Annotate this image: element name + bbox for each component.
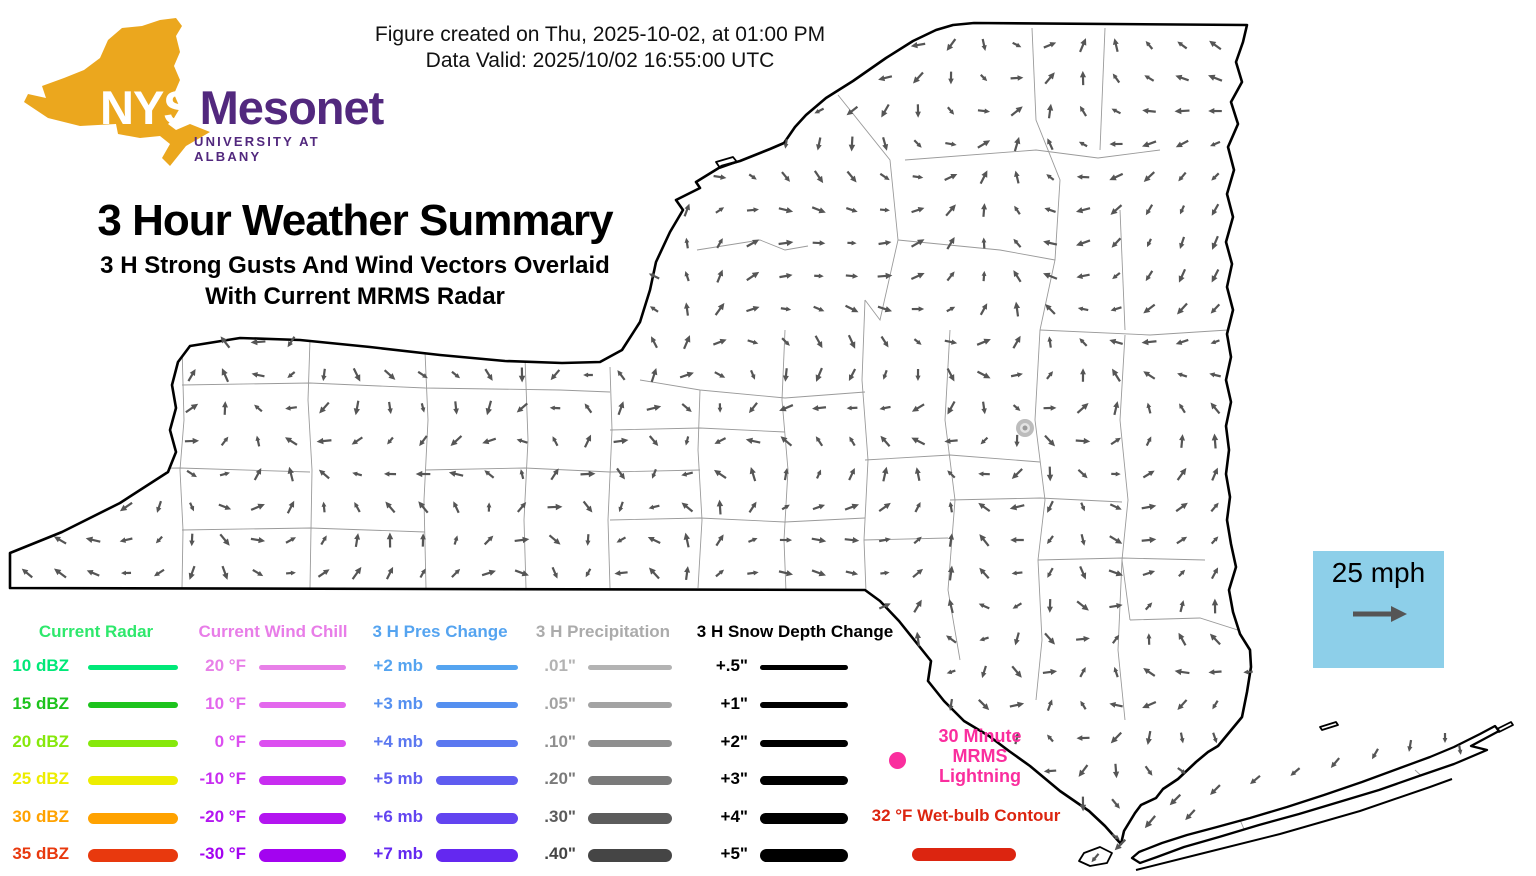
figure-created-text: Figure created on Thu, 2025-10-02, at 01…	[374, 23, 826, 46]
title-block: 3 Hour Weather Summary 3 H Strong Gusts …	[35, 196, 675, 312]
figure-header: Figure created on Thu, 2025-10-02, at 01…	[355, 22, 845, 74]
ny-state-logo-icon	[24, 18, 210, 166]
data-valid-text: Data Valid: 2025/10/02 16:55:00 UTC	[425, 49, 775, 72]
wind-reference-arrow-icon	[1352, 606, 1407, 622]
logo-nys-text: NYS	[100, 81, 195, 134]
logo-tagline: UNIVERSITY AT ALBANY	[194, 134, 320, 164]
wind-reference-box: 25 mph	[1313, 551, 1444, 668]
wetbulb-line-swatch	[912, 848, 1016, 861]
figure-title: 3 Hour Weather Summary	[97, 196, 613, 245]
wind-reference-label: 25 mph	[1331, 557, 1426, 588]
logo-mesonet-text: Mesonet	[199, 81, 385, 134]
figure-subtitle-line1: 3 H Strong Gusts And Wind Vectors Overla…	[100, 252, 610, 279]
lightning-label-line2: MRMS	[952, 746, 1008, 766]
lightning-label-line3: Lightning	[939, 766, 1021, 786]
wetbulb-label: 32 °F Wet-bulb Contour	[871, 806, 1061, 825]
lightning-dot-icon	[889, 752, 906, 769]
nys-mesonet-logo: NYS Mesonet UNIVERSITY AT ALBANY	[8, 12, 384, 180]
wetbulb-legend: 32 °F Wet-bulb Contour	[850, 806, 1082, 861]
figure-subtitle-line2: With Current MRMS Radar	[205, 283, 505, 310]
lightning-label-line1: 30 Minute	[938, 726, 1022, 746]
